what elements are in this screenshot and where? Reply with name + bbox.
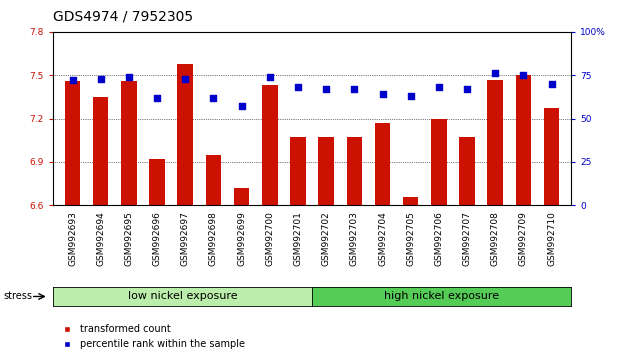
Point <box>180 76 190 81</box>
Point <box>96 76 106 81</box>
Bar <box>149 159 165 205</box>
Point <box>293 85 303 90</box>
Bar <box>65 81 80 205</box>
Bar <box>121 81 137 205</box>
Point <box>490 71 500 76</box>
Point <box>462 86 472 92</box>
Point <box>519 72 528 78</box>
Bar <box>347 137 362 205</box>
Bar <box>206 155 221 205</box>
Bar <box>93 97 109 205</box>
Bar <box>431 119 446 205</box>
Point <box>265 74 274 80</box>
Text: high nickel exposure: high nickel exposure <box>384 291 499 302</box>
Bar <box>319 137 334 205</box>
Point <box>406 93 415 99</box>
Point <box>434 85 444 90</box>
Text: low nickel exposure: low nickel exposure <box>127 291 237 302</box>
Point <box>378 91 388 97</box>
Bar <box>234 188 250 205</box>
Text: GDS4974 / 7952305: GDS4974 / 7952305 <box>53 9 193 23</box>
Bar <box>487 80 503 205</box>
Bar <box>374 123 390 205</box>
Bar <box>460 137 475 205</box>
Point <box>209 95 219 101</box>
Legend: transformed count, percentile rank within the sample: transformed count, percentile rank withi… <box>58 324 245 349</box>
Point <box>350 86 360 92</box>
Point <box>124 74 134 80</box>
Point <box>152 95 162 101</box>
Bar <box>262 85 278 205</box>
Bar <box>515 75 531 205</box>
Point <box>68 78 78 83</box>
Text: stress: stress <box>3 291 32 302</box>
Point <box>546 81 556 87</box>
Bar <box>290 137 306 205</box>
Bar <box>544 108 560 205</box>
Point <box>237 104 247 109</box>
Point <box>321 86 331 92</box>
Bar <box>403 196 419 205</box>
Bar <box>178 64 193 205</box>
